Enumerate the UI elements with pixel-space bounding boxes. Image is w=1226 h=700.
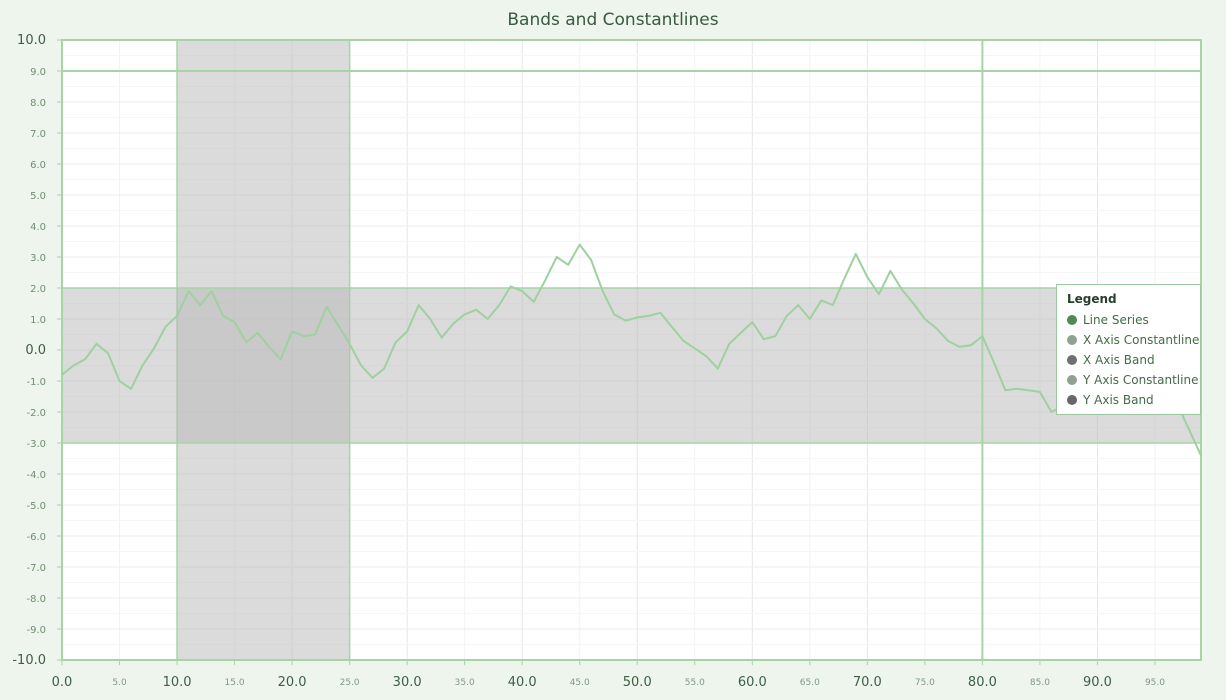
legend-swatch-icon <box>1067 395 1077 405</box>
legend-item-label: X Axis Band <box>1083 353 1155 367</box>
y-tick-label: -4.0 <box>26 470 46 481</box>
legend-swatch-icon <box>1067 375 1077 385</box>
y-tick-label: -3.0 <box>26 439 46 450</box>
x-tick-label-minor: 55.0 <box>685 678 705 688</box>
y-tick-label: -5.0 <box>26 501 46 512</box>
y-tick-label: -9.0 <box>26 625 46 636</box>
y-tick-label: -8.0 <box>26 594 46 605</box>
y-tick-label: -1.0 <box>26 377 46 388</box>
y-tick-label: 9.0 <box>30 67 46 78</box>
chart-title: Bands and Constantlines <box>507 10 719 30</box>
x-tick-label-minor: 45.0 <box>570 678 590 688</box>
legend-swatch-icon <box>1067 315 1077 325</box>
x-tick-label-minor: 95.0 <box>1145 678 1165 688</box>
y-axis-band <box>61 287 1202 444</box>
y-tick-label: 4.0 <box>30 222 46 233</box>
legend-item-y-axis-band[interactable]: Y Axis Band <box>1067 390 1200 410</box>
legend-item-label: Line Series <box>1083 313 1149 327</box>
x-tick-label-minor: 75.0 <box>915 678 935 688</box>
legend-item-label: X Axis Constantline <box>1083 333 1200 347</box>
y-tick-label: 3.0 <box>30 253 46 264</box>
x-tick-label-minor: 85.0 <box>1030 678 1050 688</box>
x-tick-label-minor: 5.0 <box>112 678 127 688</box>
y-tick-label: 5.0 <box>30 191 46 202</box>
x-tick-label-minor: 65.0 <box>800 678 820 688</box>
y-tick-label: 10.0 <box>17 33 46 48</box>
legend-item-line-series[interactable]: Line Series <box>1067 310 1200 330</box>
x-tick-label: 50.0 <box>623 675 652 690</box>
legend-swatch-icon <box>1067 355 1077 365</box>
series-line-series <box>61 243 1202 456</box>
x-tick-label: 0.0 <box>52 675 73 690</box>
legend: Legend Line Series X Axis Constantline X… <box>1056 284 1201 415</box>
legend-item-y-axis-constantline[interactable]: Y Axis Constantline <box>1067 370 1200 390</box>
legend-item-label: Y Axis Band <box>1083 393 1154 407</box>
legend-item-x-axis-band[interactable]: X Axis Band <box>1067 350 1200 370</box>
x-tick-label-minor: 15.0 <box>225 678 245 688</box>
y-tick-label: -10.0 <box>12 653 46 668</box>
legend-item-x-axis-constantline[interactable]: X Axis Constantline <box>1067 330 1200 350</box>
y-tick-label: -2.0 <box>26 408 46 419</box>
y-tick-label: 1.0 <box>30 315 46 326</box>
x-tick-label: 90.0 <box>1083 675 1112 690</box>
legend-title: Legend <box>1067 292 1117 306</box>
x-tick-label-minor: 25.0 <box>340 678 360 688</box>
y-tick-label: 0.0 <box>25 343 46 358</box>
x-tick-label: 20.0 <box>278 675 307 690</box>
x-tick-label: 30.0 <box>393 675 422 690</box>
y-tick-label: 7.0 <box>30 129 46 140</box>
x-tick-label: 80.0 <box>968 675 997 690</box>
x-tick-label-minor: 35.0 <box>455 678 475 688</box>
y-tick-label: -6.0 <box>26 532 46 543</box>
legend-item-label: Y Axis Constantline <box>1083 373 1199 387</box>
x-tick-label: 40.0 <box>508 675 537 690</box>
x-tick-label: 10.0 <box>163 675 192 690</box>
legend-swatch-icon <box>1067 335 1077 345</box>
x-tick-label: 60.0 <box>738 675 767 690</box>
y-tick-label: -7.0 <box>26 563 46 574</box>
y-tick-label: 6.0 <box>30 160 46 171</box>
y-tick-label: 2.0 <box>30 284 46 295</box>
y-tick-label: 8.0 <box>30 98 46 109</box>
x-tick-label: 70.0 <box>853 675 882 690</box>
